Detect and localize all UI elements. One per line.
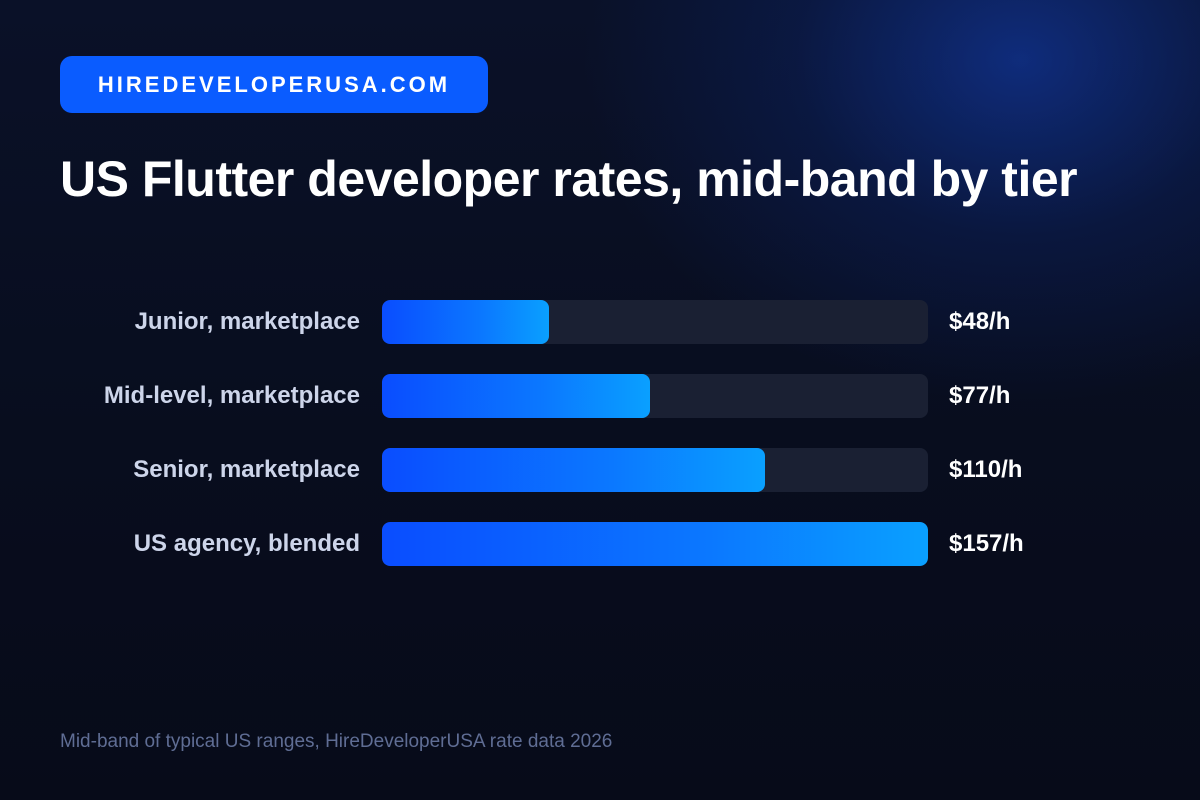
bar (382, 448, 765, 492)
category-label: Mid-level, marketplace (103, 382, 360, 409)
value-label: $157/h (949, 530, 1024, 557)
category-label: Senior, marketplace (133, 456, 360, 483)
bar-track (382, 448, 928, 492)
bar-row: Junior, marketplace $48/h (0, 300, 1200, 344)
bar-track (382, 522, 928, 566)
bar-track (382, 374, 928, 418)
bar-row: Senior, marketplace $110/h (0, 448, 1200, 492)
value-label: $110/h (949, 456, 1023, 483)
bar-track (382, 300, 928, 344)
value-label: $77/h (949, 382, 1011, 409)
site-badge: HIREDEVELOPERUSA.COM (60, 56, 488, 113)
bar-row: US agency, blended $157/h (0, 522, 1200, 566)
chart-title: US Flutter developer rates, mid-band by … (60, 151, 1078, 207)
category-label: US agency, blended (133, 530, 360, 557)
value-label: $48/h (949, 308, 1011, 335)
bar (382, 522, 928, 566)
chart-footnote: Mid-band of typical US ranges, HireDevel… (60, 731, 613, 752)
category-label: Junior, marketplace (134, 308, 360, 335)
bar (382, 374, 650, 418)
bar-row: Mid-level, marketplace $77/h (0, 374, 1200, 418)
bar (382, 300, 549, 344)
